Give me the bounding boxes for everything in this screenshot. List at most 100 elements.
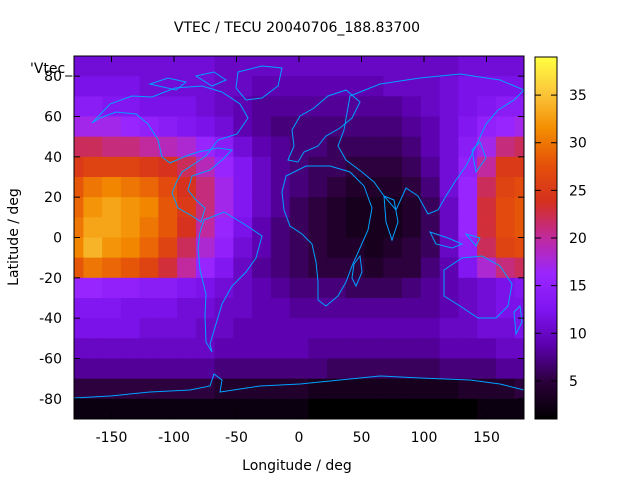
vtec-cell: [214, 277, 234, 299]
vtec-cell: [477, 277, 497, 299]
vtec-cell: [177, 136, 197, 158]
vtec-cell: [74, 358, 84, 380]
vtec-cell: [364, 358, 384, 380]
vtec-cell: [514, 257, 524, 279]
vtec-cell: [402, 156, 422, 178]
vtec-cell: [308, 197, 328, 218]
vtec-cell: [195, 358, 216, 380]
vtec-cell: [458, 197, 478, 218]
vtec-cell: [120, 338, 141, 360]
x-tick-label: -150: [96, 430, 128, 446]
y-tick-label: 0: [53, 231, 62, 247]
vtec-cell: [439, 56, 459, 77]
vtec-cell: [83, 277, 103, 299]
chart-title: VTEC / TECU 20040706_188.83700: [174, 20, 420, 36]
vtec-cell: [83, 358, 103, 380]
vtec-cell: [139, 257, 159, 279]
vtec-cell: [83, 318, 103, 339]
x-tick-label: 50: [353, 430, 371, 446]
vtec-cell: [458, 96, 478, 118]
vtec-cell: [177, 197, 197, 218]
vtec-cell: [83, 76, 103, 97]
vtec-cell: [495, 76, 516, 97]
vtec-cell: [74, 156, 84, 178]
vtec-cell: [102, 378, 122, 400]
vtec-cell: [477, 56, 497, 77]
vtec-cell: [102, 318, 122, 339]
vtec-cell: [270, 318, 291, 339]
coastline-india: [383, 195, 399, 242]
vtec-cell: [233, 298, 253, 319]
colorbar-tick-label: 5: [569, 374, 578, 390]
vtec-cell: [495, 277, 516, 299]
vtec-cell: [252, 136, 272, 158]
vtec-cell: [420, 237, 441, 259]
vtec-cell: [158, 237, 178, 259]
vtec-cell: [74, 338, 84, 360]
vtec-cell: [158, 398, 178, 419]
coastline-japan: [471, 141, 487, 174]
vtec-cell: [514, 398, 524, 419]
vtec-cell: [195, 378, 216, 400]
vtec-cell: [364, 237, 384, 259]
vtec-cell: [364, 277, 384, 299]
vtec-cell: [308, 298, 328, 319]
vtec-cell: [308, 257, 328, 279]
vtec-cell: [102, 156, 122, 178]
vtec-cell: [139, 398, 159, 419]
vtec-cell: [308, 177, 328, 198]
vtec-cell: [345, 237, 366, 259]
vtec-heatmap: [74, 56, 524, 419]
vtec-cell: [252, 257, 272, 279]
vtec-cell: [214, 156, 234, 178]
vtec-cell: [383, 398, 403, 419]
vtec-cell: [120, 398, 141, 419]
vtec-cell: [402, 338, 422, 360]
vtec-cell: [139, 277, 159, 299]
vtec-cell: [233, 76, 253, 97]
vtec-cell: [383, 156, 403, 178]
vtec-cell: [327, 398, 347, 419]
vtec-cell: [102, 76, 122, 97]
vtec-cell: [214, 338, 234, 360]
vtec-cell: [74, 76, 84, 97]
vtec-cell: [383, 378, 403, 400]
vtec-cell: [74, 318, 84, 339]
vtec-cell: [345, 398, 366, 419]
vtec-cell: [158, 76, 178, 97]
vtec-cell: [364, 398, 384, 419]
vtec-cell: [383, 358, 403, 380]
vtec-cell: [214, 298, 234, 319]
vtec-cell: [233, 378, 253, 400]
y-tick-label: 40: [44, 150, 62, 166]
coastline-overlay: [74, 65, 524, 399]
vtec-cell: [214, 217, 234, 239]
vtec-cell: [308, 116, 328, 138]
colorbar-ticks: 5 10 15 20 25 30 35: [535, 88, 587, 390]
colorbar-tick-label: 20: [569, 231, 587, 247]
vtec-cell: [233, 318, 253, 339]
vtec-cell: [345, 56, 366, 77]
vtec-cell: [327, 298, 347, 319]
vtec-cell: [177, 56, 197, 77]
vtec-cell: [383, 257, 403, 279]
vtec-cell: [439, 237, 459, 259]
vtec-cell: [327, 76, 347, 97]
y-tick-label: -60: [39, 352, 62, 368]
vtec-cell: [270, 56, 291, 77]
vtec-cell: [439, 378, 459, 400]
vtec-cell: [514, 177, 524, 198]
vtec-cell: [270, 217, 291, 239]
vtec-cell: [270, 257, 291, 279]
vtec-cell: [402, 277, 422, 299]
vtec-cell: [327, 358, 347, 380]
vtec-cell: [289, 217, 309, 239]
vtec-cell: [514, 197, 524, 218]
vtec-cell: [252, 156, 272, 178]
vtec-cell: [120, 56, 141, 77]
vtec-cell: [420, 358, 441, 380]
vtec-cell: [289, 136, 309, 158]
vtec-cell: [345, 116, 366, 138]
vtec-cell: [139, 338, 159, 360]
